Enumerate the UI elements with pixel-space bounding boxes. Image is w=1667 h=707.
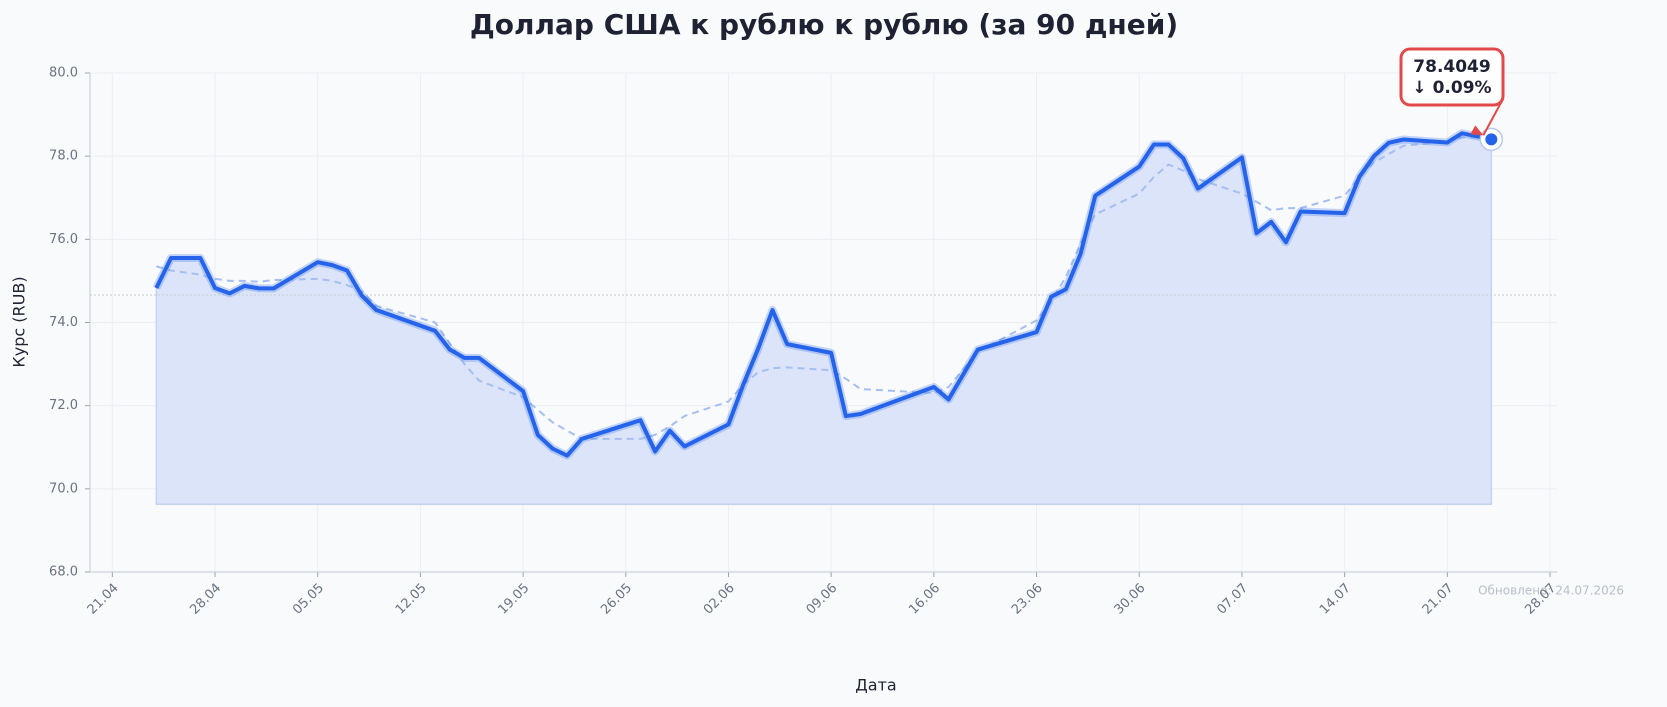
chart-title: Доллар США к рублю к рублю (за 90 дней) bbox=[470, 8, 1178, 41]
footer-note: Обновлено: 24.07.2026 bbox=[1478, 584, 1624, 598]
y-tick-label: 72.0 bbox=[49, 398, 78, 413]
y-axis-label: Курс (RUB) bbox=[10, 276, 29, 367]
annotation-box bbox=[1399, 47, 1505, 107]
annotation-arrow bbox=[1482, 98, 1504, 136]
y-tick-label: 76.0 bbox=[49, 232, 78, 247]
y-tick-label: 74.0 bbox=[49, 315, 78, 330]
y-tick-label: 78.0 bbox=[49, 149, 78, 164]
annotation-text: 78.4049 bbox=[1413, 57, 1490, 77]
y-tick-label: 80.0 bbox=[49, 66, 78, 81]
trend-line bbox=[156, 136, 1492, 440]
annotation-arrowhead bbox=[1470, 125, 1484, 136]
y-tick-label: 68.0 bbox=[49, 565, 78, 580]
x-axis-label: Дата bbox=[855, 676, 896, 695]
last-point bbox=[1485, 133, 1498, 146]
annotation-text: ↓ 0.09% bbox=[1412, 78, 1491, 98]
line bbox=[154, 131, 1492, 458]
y-tick-label: 70.0 bbox=[49, 481, 78, 496]
